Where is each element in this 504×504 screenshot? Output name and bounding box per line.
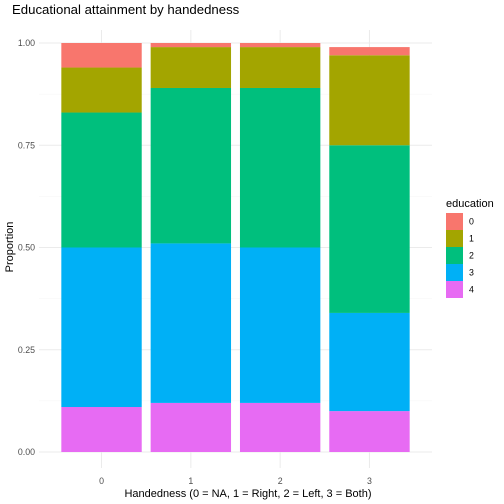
bar-segment-1-edu-4 — [151, 403, 231, 452]
y-tick-label: 0.75 — [18, 140, 35, 150]
bar-segment-1-edu-2 — [151, 88, 231, 243]
x-tick-label: 3 — [367, 476, 372, 486]
x-tick-label: 1 — [188, 476, 193, 486]
bar-segment-1-edu-0 — [151, 43, 231, 47]
y-axis-title: Proportion — [4, 222, 16, 273]
legend-label-2: 2 — [469, 251, 474, 261]
bar-segment-2-edu-2 — [240, 88, 320, 248]
bar-segment-2-edu-3 — [240, 248, 320, 403]
bar-segment-2-edu-1 — [240, 47, 320, 88]
legend-label-4: 4 — [469, 285, 474, 295]
legend-key-3 — [446, 264, 463, 281]
x-tick-label: 2 — [278, 476, 283, 486]
x-axis-ticks: 0 1 2 3 — [99, 476, 372, 486]
legend-title: education — [446, 198, 494, 210]
bar-segment-3-edu-2 — [329, 145, 409, 313]
bar-segment-3-edu-3 — [329, 313, 409, 411]
bar-segment-0-edu-3 — [61, 248, 141, 408]
bar-segment-0-edu-4 — [61, 407, 141, 452]
legend-key-4 — [446, 281, 463, 298]
y-tick-label: 0.25 — [18, 345, 35, 355]
legend-label-1: 1 — [469, 234, 474, 244]
y-tick-label: 1.00 — [18, 38, 35, 48]
bar-segment-1-edu-1 — [151, 47, 231, 88]
y-tick-label: 0.50 — [18, 243, 35, 253]
x-axis-title: Handedness (0 = NA, 1 = Right, 2 = Left,… — [124, 488, 371, 500]
bar-segment-2-edu-4 — [240, 403, 320, 452]
legend-key-1 — [446, 230, 463, 247]
bar-segment-3-edu-1 — [329, 55, 409, 145]
bar-segment-3-edu-0 — [329, 47, 409, 55]
bar-segment-1-edu-3 — [151, 243, 231, 403]
bar-segment-0-edu-0 — [61, 43, 141, 68]
x-tick-label: 0 — [99, 476, 104, 486]
legend-key-0 — [446, 213, 463, 230]
bar-segment-0-edu-1 — [61, 68, 141, 113]
legend-key-2 — [446, 247, 463, 264]
legend: education 0 1 2 3 4 — [446, 198, 494, 298]
y-tick-label: 0.00 — [18, 447, 35, 457]
bar-segment-2-edu-0 — [240, 43, 320, 47]
y-axis-ticks: 0.00 0.25 0.50 0.75 1.00 — [18, 38, 35, 457]
bar-segment-3-edu-4 — [329, 411, 409, 452]
legend-label-3: 3 — [469, 268, 474, 278]
bar-segment-0-edu-2 — [61, 113, 141, 248]
legend-label-0: 0 — [469, 217, 474, 227]
chart-title: Educational attainment by handedness — [12, 2, 240, 17]
